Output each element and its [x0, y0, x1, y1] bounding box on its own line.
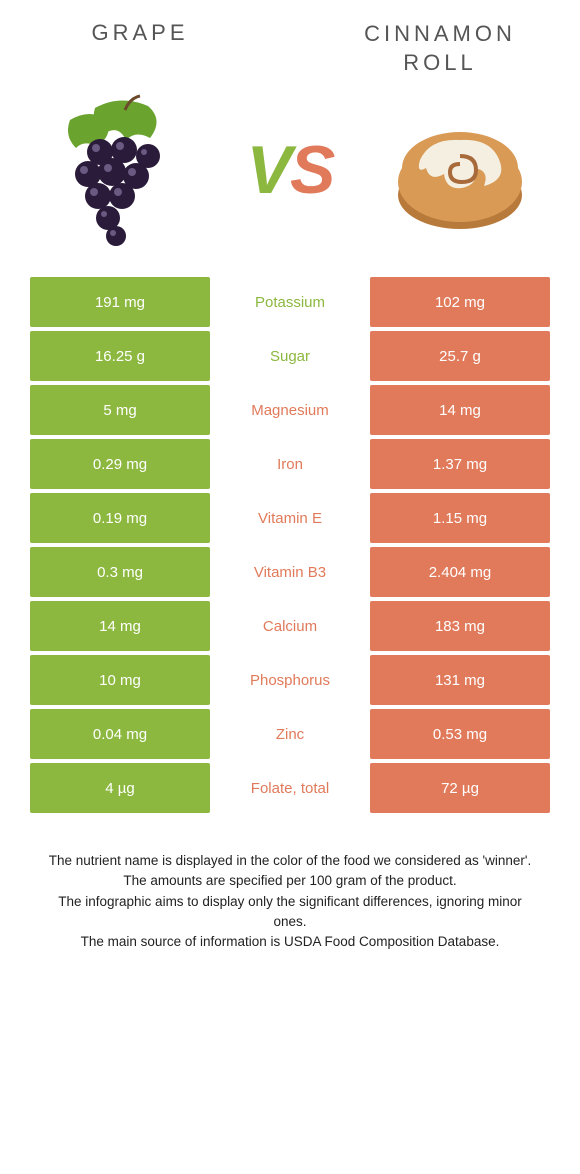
nutrient-label: Folate, total [210, 763, 370, 813]
nutrient-label: Zinc [210, 709, 370, 759]
left-value-cell: 5 mg [30, 385, 210, 435]
right-value-cell: 183 mg [370, 601, 550, 651]
right-value-cell: 14 mg [370, 385, 550, 435]
nutrient-row: 5 mgMagnesium14 mg [30, 385, 550, 435]
left-value-cell: 0.19 mg [30, 493, 210, 543]
nutrient-label: Potassium [210, 277, 370, 327]
nutrient-label: Calcium [210, 601, 370, 651]
left-value-cell: 16.25 g [30, 331, 210, 381]
footer-line-2: The amounts are specified per 100 gram o… [40, 871, 540, 891]
right-value-cell: 0.53 mg [370, 709, 550, 759]
nutrient-label: Iron [210, 439, 370, 489]
right-title-line1: Cinnamon [364, 21, 516, 46]
left-value-cell: 0.3 mg [30, 547, 210, 597]
vs-s: S [290, 132, 333, 208]
footer-notes: The nutrient name is displayed in the co… [0, 817, 580, 952]
nutrient-row: 191 mgPotassium102 mg [30, 277, 550, 327]
cinnamon-roll-image [380, 90, 540, 250]
grape-image [40, 90, 200, 250]
right-value-cell: 2.404 mg [370, 547, 550, 597]
left-value-cell: 10 mg [30, 655, 210, 705]
footer-line-3: The infographic aims to display only the… [40, 892, 540, 933]
nutrient-table: 191 mgPotassium102 mg16.25 gSugar25.7 g5… [0, 277, 580, 813]
nutrient-row: 0.3 mgVitamin B32.404 mg [30, 547, 550, 597]
left-value-cell: 0.04 mg [30, 709, 210, 759]
left-value-cell: 0.29 mg [30, 439, 210, 489]
nutrient-row: 0.04 mgZinc0.53 mg [30, 709, 550, 759]
nutrient-label: Vitamin E [210, 493, 370, 543]
vs-v: V [247, 132, 290, 208]
right-value-cell: 1.37 mg [370, 439, 550, 489]
left-value-cell: 14 mg [30, 601, 210, 651]
nutrient-row: 0.29 mgIron1.37 mg [30, 439, 550, 489]
right-value-cell: 25.7 g [370, 331, 550, 381]
right-value-cell: 102 mg [370, 277, 550, 327]
nutrient-row: 16.25 gSugar25.7 g [30, 331, 550, 381]
nutrient-label: Phosphorus [210, 655, 370, 705]
nutrient-label: Vitamin B3 [210, 547, 370, 597]
left-value-cell: 4 µg [30, 763, 210, 813]
nutrient-row: 0.19 mgVitamin E1.15 mg [30, 493, 550, 543]
right-value-cell: 131 mg [370, 655, 550, 705]
right-title-line2: roll [403, 50, 476, 75]
left-value-cell: 191 mg [30, 277, 210, 327]
footer-line-4: The main source of information is USDA F… [40, 932, 540, 952]
nutrient-label: Sugar [210, 331, 370, 381]
nutrient-label: Magnesium [210, 385, 370, 435]
header: Grape Cinnamon roll [0, 0, 580, 87]
hero-row: VS [0, 87, 580, 277]
nutrient-row: 4 µgFolate, total72 µg [30, 763, 550, 813]
footer-line-1: The nutrient name is displayed in the co… [40, 851, 540, 871]
nutrient-row: 14 mgCalcium183 mg [30, 601, 550, 651]
right-food-title: Cinnamon roll [340, 20, 540, 77]
vs-label: VS [247, 131, 334, 209]
right-value-cell: 72 µg [370, 763, 550, 813]
right-value-cell: 1.15 mg [370, 493, 550, 543]
left-food-title: Grape [40, 20, 240, 46]
nutrient-row: 10 mgPhosphorus131 mg [30, 655, 550, 705]
